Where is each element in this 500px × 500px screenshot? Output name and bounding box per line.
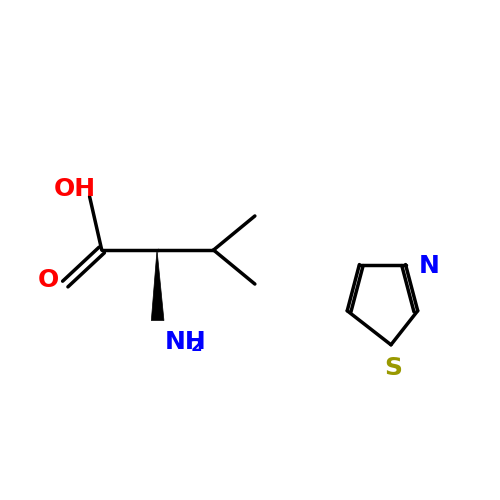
Text: OH: OH [54, 177, 96, 201]
Text: N: N [419, 254, 440, 278]
Polygon shape [152, 250, 164, 320]
Text: NH: NH [165, 330, 206, 354]
Text: S: S [384, 356, 402, 380]
Text: O: O [38, 268, 59, 292]
Text: 2: 2 [190, 337, 202, 355]
